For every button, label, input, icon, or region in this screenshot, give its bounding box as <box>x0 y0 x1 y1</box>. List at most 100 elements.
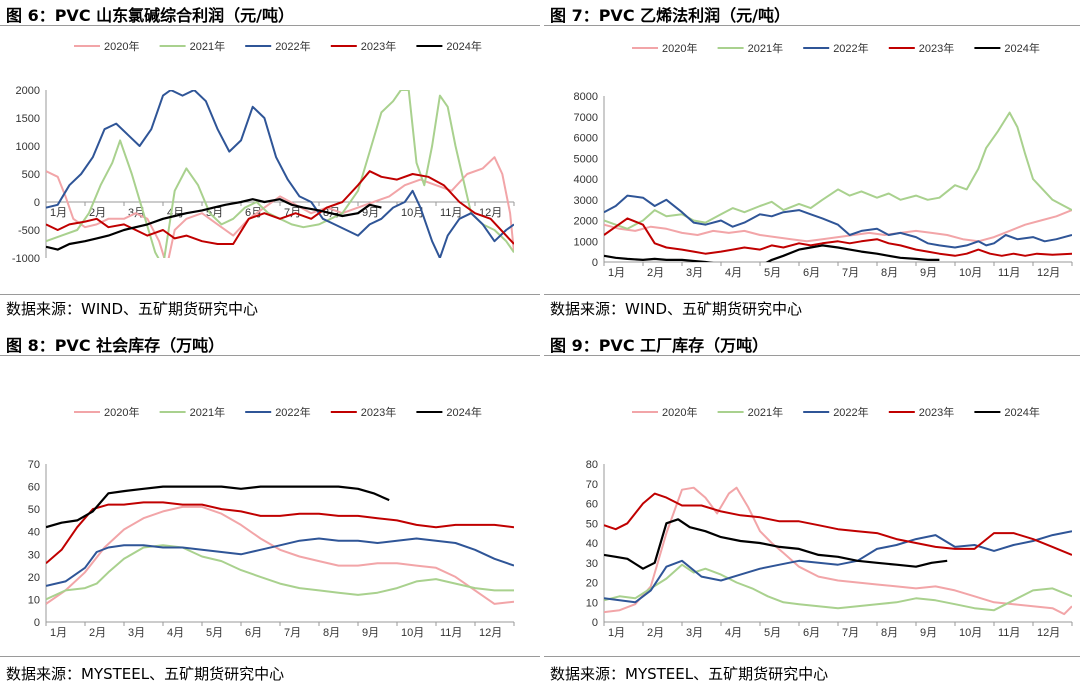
y-tick-label: 7000 <box>574 112 598 124</box>
x-axis: 1月 2月 3月 4月 5月 6月 7月 8月 9月 10月 11月 12月 <box>45 621 515 639</box>
series-line-2021 <box>604 111 1072 230</box>
series-line-2022 <box>46 537 514 587</box>
y-tick-label: 6000 <box>574 133 598 145</box>
x-tick-label: 8月 <box>881 267 898 279</box>
series-line-2020 <box>46 156 514 258</box>
legend: 2020年 2021年 2022年 2023年 2024年 <box>632 405 1040 419</box>
series-line-2021 <box>604 563 1072 612</box>
y-tick-label: 70 <box>586 479 598 491</box>
x-tick-label: 5月 <box>206 207 223 219</box>
x-tick-label: 11月 <box>998 627 1020 639</box>
series-group <box>46 485 514 605</box>
x-tick-label: 4月 <box>725 267 742 279</box>
x-tick-label: 12月 <box>1037 267 1060 279</box>
x-tick-label: 6月 <box>803 267 820 279</box>
legend-label-2022: 2022年 <box>275 39 310 53</box>
x-tick-label: 1月 <box>608 267 625 279</box>
x-tick-label: 3月 <box>686 267 703 279</box>
legend-label-2021: 2021年 <box>190 39 225 53</box>
source-rule <box>0 656 540 657</box>
legend-label-2021: 2021年 <box>190 405 225 419</box>
series-line-2021 <box>46 544 514 601</box>
x-tick-label: 5月 <box>764 267 781 279</box>
series-line-2022 <box>46 90 514 258</box>
chart-title: 图 7：PVC 乙烯法利润（元/吨） <box>550 6 790 25</box>
legend-label-2022: 2022年 <box>275 405 310 419</box>
y-tick-label: 5000 <box>574 153 598 165</box>
series-group <box>604 111 1072 262</box>
x-tick-label: 8月 <box>881 627 898 639</box>
series-line-2023 <box>46 170 514 245</box>
legend-label-2020: 2020年 <box>104 405 139 419</box>
series-line-2020 <box>604 486 1072 616</box>
x-tick-label: 9月 <box>920 627 937 639</box>
x-tick-label: 7月 <box>284 627 301 639</box>
y-tick-label: 80 <box>586 459 598 471</box>
legend: 2020年 2021年 2022年 2023年 2024年 <box>74 39 482 53</box>
x-tick-label: 10月 <box>401 627 424 639</box>
y-tick-label: 50 <box>28 504 40 516</box>
line-chart-chlor-alkali-profit: 2020年 2021年 2022年 2023年 2024年 -1000 -500 0 500 10… <box>12 39 515 265</box>
legend-label-2020: 2020年 <box>662 41 697 55</box>
x-tick-label: 12月 <box>1037 627 1060 639</box>
legend-label-2023: 2023年 <box>919 405 954 419</box>
y-axis: 0 1000 2000 3000 4000 5000 6000 7000 8000 <box>574 91 605 269</box>
legend-label-2021: 2021年 <box>748 405 783 419</box>
y-axis: 0 10 20 30 40 50 60 70 <box>28 459 47 629</box>
chart-title: 图 6：PVC 山东氯碱综合利润（元/吨） <box>6 6 294 25</box>
y-tick-label: 1000 <box>16 141 40 153</box>
line-chart-factory-inventory: 2020年 2021年 2022年 2023年 2024年 0 10 20 30 40 50 60 70… <box>586 405 1073 639</box>
x-tick-label: 9月 <box>362 207 379 219</box>
title-rule <box>0 355 540 356</box>
legend-label-2023: 2023年 <box>919 41 954 55</box>
legend-label-2022: 2022年 <box>833 405 868 419</box>
x-tick-label: 2月 <box>647 267 664 279</box>
series-line-2022 <box>604 530 1072 604</box>
title-rule <box>544 25 1080 26</box>
chart-panel-6: 图 6：PVC 山东氯碱综合利润（元/吨） 2020年 2021年 2022年 202… <box>0 0 540 343</box>
x-tick-label: 5月 <box>206 627 223 639</box>
series-line-2023 <box>604 217 1072 257</box>
x-tick-label: 6月 <box>245 627 262 639</box>
y-tick-label: 30 <box>586 558 598 570</box>
title-rule <box>0 25 540 26</box>
y-tick-label: 10 <box>586 597 598 609</box>
source-rule <box>0 294 540 295</box>
y-tick-label: 60 <box>586 499 598 511</box>
series-line-2024 <box>46 485 390 529</box>
series-line-2024 <box>604 518 948 570</box>
legend-label-2022: 2022年 <box>833 41 868 55</box>
x-tick-label: 10月 <box>959 627 982 639</box>
y-tick-label: 60 <box>28 482 40 494</box>
y-tick-label: 8000 <box>574 91 598 103</box>
x-tick-label: 3月 <box>128 627 145 639</box>
x-tick-label: 12月 <box>479 627 502 639</box>
y-tick-label: 0 <box>34 617 40 629</box>
series-group <box>46 90 514 258</box>
legend-label-2024: 2024年 <box>446 405 481 419</box>
y-tick-label: 1000 <box>574 236 598 248</box>
x-tick-label: 11月 <box>440 627 462 639</box>
x-tick-label: 12月 <box>479 207 502 219</box>
y-tick-label: 500 <box>22 169 40 181</box>
series-line-2020 <box>604 209 1072 243</box>
legend-label-2023: 2023年 <box>361 39 396 53</box>
y-axis: -1000 -500 0 500 1000 1500 2000 <box>12 85 47 265</box>
source-rule <box>544 294 1080 295</box>
series-line-2021 <box>46 90 514 258</box>
x-axis: 1月 2月 3月 4月 5月 6月 7月 8月 9月 10月 11月 12月 <box>603 621 1073 639</box>
x-tick-label: 5月 <box>764 627 781 639</box>
data-source: 数据来源：MYSTEEL、五矿期货研究中心 <box>550 665 829 683</box>
x-tick-label: 7月 <box>842 627 859 639</box>
legend-label-2023: 2023年 <box>361 405 396 419</box>
title-rule <box>544 355 1080 356</box>
y-tick-label: 0 <box>592 617 598 629</box>
x-tick-label: 1月 <box>608 627 625 639</box>
legend-label-2020: 2020年 <box>662 405 697 419</box>
legend: 2020年 2021年 2022年 2023年 2024年 <box>632 41 1040 55</box>
y-axis: 0 10 20 30 40 50 60 70 80 <box>586 459 605 629</box>
y-tick-label: 10 <box>28 594 40 606</box>
legend-label-2021: 2021年 <box>748 41 783 55</box>
y-tick-label: 30 <box>28 549 40 561</box>
y-tick-label: 50 <box>586 518 598 530</box>
